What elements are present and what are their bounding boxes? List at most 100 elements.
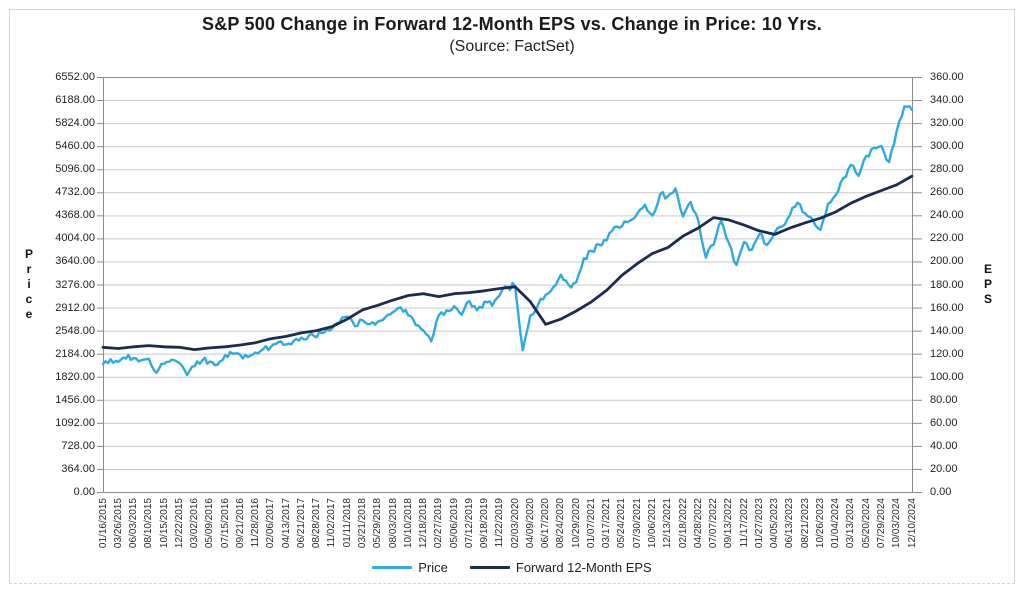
x-axis-tick-label: 01/27/2023 xyxy=(753,498,765,549)
y-left-tick-label: 6552.00 xyxy=(55,71,95,83)
x-axis-tick-label: 05/09/2016 xyxy=(204,498,216,549)
y-left-tick-label: 364.00 xyxy=(61,462,95,475)
x-axis-tick-label: 09/21/2016 xyxy=(234,498,246,549)
x-axis-tick-label: 10/06/2021 xyxy=(647,498,658,549)
x-axis-tick-label: 02/18/2022 xyxy=(677,498,689,549)
x-axis-tick-label: 08/03/2018 xyxy=(387,498,399,549)
y-right-tick-label: 360.00 xyxy=(930,71,964,83)
chart-legend: Price Forward 12-Month EPS xyxy=(0,560,1024,575)
plot-border xyxy=(103,77,913,493)
y-left-title-letter: i xyxy=(27,277,31,291)
y-right-tick-label: 0.00 xyxy=(930,486,952,498)
x-axis-tick-label: 04/09/2020 xyxy=(524,498,536,549)
x-axis-tick-label: 05/20/2024 xyxy=(860,498,872,549)
x-axis-tick-label: 07/29/2024 xyxy=(875,498,887,549)
y-right-title-letter: S xyxy=(983,292,992,306)
y-right-tick-label: 100.00 xyxy=(930,370,964,383)
y-right-tick-label: 220.00 xyxy=(930,232,964,245)
x-axis-tick-label: 05/06/2019 xyxy=(448,498,460,549)
y-left-tick-label: 2548.00 xyxy=(55,324,95,337)
x-axis-tick-label: 09/13/2022 xyxy=(723,498,735,549)
y-left-tick-label: 4004.00 xyxy=(55,232,95,245)
y-right-title-letter: E xyxy=(983,262,992,276)
x-axis-tick-label: 01/11/2018 xyxy=(341,498,353,548)
x-axis-tick-label: 12/13/2021 xyxy=(662,498,674,549)
x-axis-tick-label: 02/27/2019 xyxy=(433,498,445,549)
x-axis-tick-label: 01/16/2015 xyxy=(97,498,109,549)
y-right-tick-label: 20.00 xyxy=(930,462,958,475)
chart-outer-border xyxy=(9,9,1015,584)
legend-label: Price xyxy=(418,560,448,575)
x-axis-tick-label: 10/03/2024 xyxy=(891,498,903,549)
eps-line xyxy=(101,174,914,352)
y-left-tick-label: 3276.00 xyxy=(55,278,95,291)
legend-item: Price xyxy=(372,560,448,575)
x-axis-tick-label: 08/24/2020 xyxy=(555,498,567,549)
y-left-tick-label: 0.00 xyxy=(73,486,95,498)
x-axis-tick-label: 06/13/2023 xyxy=(784,498,796,549)
y-left-title-letter: r xyxy=(26,262,32,276)
y-left-tick-label: 5824.00 xyxy=(55,117,95,130)
y-right-tick-label: 160.00 xyxy=(930,301,964,314)
x-axis-tick-label: 10/15/2015 xyxy=(158,498,170,549)
y-left-title-letter: e xyxy=(25,307,33,321)
x-axis-tick-label: 05/29/2018 xyxy=(372,498,384,549)
x-axis-tick-label: 01/04/2024 xyxy=(830,498,842,549)
x-axis-tick-label: 12/22/2015 xyxy=(173,498,185,549)
x-axis-tick-label: 11/02/2017 xyxy=(326,498,338,548)
x-axis-tick-label: 08/28/2017 xyxy=(311,498,323,549)
y-left-title-letter: c xyxy=(25,292,33,306)
y-right-tick-label: 140.00 xyxy=(930,324,964,337)
chart-title: S&P 500 Change in Forward 12-Month EPS v… xyxy=(202,14,822,34)
x-axis-tick-label: 06/21/2017 xyxy=(295,498,307,549)
chart-subtitle: (Source: FactSet) xyxy=(449,38,575,55)
x-axis-tick-label: 08/10/2015 xyxy=(143,498,155,549)
x-axis-tick-label: 10/29/2020 xyxy=(570,498,582,549)
y-left-tick-label: 5096.00 xyxy=(55,163,95,176)
legend-line-swatch xyxy=(469,566,510,569)
x-axis-tick-label: 11/17/2022 xyxy=(738,498,750,548)
y-right-tick-label: 320.00 xyxy=(930,117,964,130)
x-axis-tick-label: 10/10/2018 xyxy=(402,498,414,549)
y-right-tick-label: 60.00 xyxy=(930,416,958,429)
y-right-tick-label: 80.00 xyxy=(930,393,958,406)
y-left-tick-label: 1456.00 xyxy=(55,393,95,406)
y-left-tick-label: 2184.00 xyxy=(55,347,95,360)
x-axis-tick-label: 11/22/2019 xyxy=(494,498,506,548)
x-axis-tick-label: 02/06/2017 xyxy=(265,498,277,549)
y-left-tick-label: 4732.00 xyxy=(55,186,95,199)
y-right-tick-label: 180.00 xyxy=(930,278,964,291)
x-axis-tick-label: 11/28/2016 xyxy=(250,498,262,548)
y-right-title-letter: P xyxy=(983,277,992,291)
y-right-tick-label: 240.00 xyxy=(930,209,964,222)
y-right-tick-label: 300.00 xyxy=(930,140,964,153)
legend-label: Forward 12-Month EPS xyxy=(515,560,652,575)
y-left-tick-label: 3640.00 xyxy=(55,255,95,268)
x-axis-tick-label: 09/18/2019 xyxy=(479,498,491,549)
x-axis-tick-label: 12/18/2018 xyxy=(418,498,430,549)
x-axis-tick-label: 03/21/2018 xyxy=(356,498,368,549)
y-left-tick-label: 1092.00 xyxy=(55,416,95,429)
y-right-tick-label: 280.00 xyxy=(930,163,964,176)
plot-area xyxy=(97,77,922,493)
x-axis-tick-label: 04/13/2017 xyxy=(280,498,292,549)
x-axis-tick-label: 06/03/2015 xyxy=(128,498,140,549)
y-right-tick-label: 340.00 xyxy=(930,94,964,107)
y-left-tick-label: 5460.00 xyxy=(55,140,95,153)
x-axis-tick-label: 07/07/2022 xyxy=(708,498,720,549)
x-axis-tick-label: 08/21/2023 xyxy=(799,498,811,549)
x-axis-tick-label: 03/17/2021 xyxy=(601,498,613,549)
y-right-tick-label: 120.00 xyxy=(930,347,964,360)
x-axis-tick-label: 07/12/2019 xyxy=(463,498,475,549)
x-axis-tick-label: 03/13/2024 xyxy=(845,498,857,549)
legend-item: Forward 12-Month EPS xyxy=(469,560,652,575)
y-right-tick-label: 200.00 xyxy=(930,255,964,268)
y-left-tick-label: 2912.00 xyxy=(55,301,95,314)
legend-line-swatch xyxy=(372,566,413,569)
x-axis-tick-label: 04/28/2022 xyxy=(692,498,704,549)
x-axis-tick-label: 03/02/2016 xyxy=(189,498,201,549)
x-axis-tick-label: 04/05/2023 xyxy=(769,498,781,549)
y-left-title-letter: P xyxy=(24,247,33,261)
y-left-tick-label: 728.00 xyxy=(61,439,95,452)
y-left-tick-label: 1820.00 xyxy=(55,370,95,383)
